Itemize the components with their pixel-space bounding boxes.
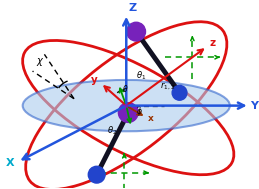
Circle shape bbox=[118, 103, 138, 122]
Ellipse shape bbox=[23, 80, 230, 131]
Circle shape bbox=[172, 85, 187, 100]
Text: X: X bbox=[5, 158, 14, 168]
Text: $\theta_2$: $\theta_2$ bbox=[106, 124, 117, 137]
Text: z: z bbox=[209, 39, 215, 48]
Circle shape bbox=[88, 166, 105, 183]
Text: y: y bbox=[91, 75, 98, 85]
Text: $\chi$: $\chi$ bbox=[37, 56, 45, 68]
Text: x: x bbox=[148, 114, 154, 123]
Text: $\theta_1$: $\theta_1$ bbox=[136, 69, 146, 81]
Text: $\theta$: $\theta$ bbox=[122, 83, 129, 94]
Text: Z: Z bbox=[128, 3, 136, 13]
Circle shape bbox=[127, 22, 146, 41]
Text: $r_{1,2}$: $r_{1,2}$ bbox=[160, 80, 175, 92]
Text: Y: Y bbox=[250, 101, 258, 111]
Text: $\phi$: $\phi$ bbox=[136, 105, 143, 118]
